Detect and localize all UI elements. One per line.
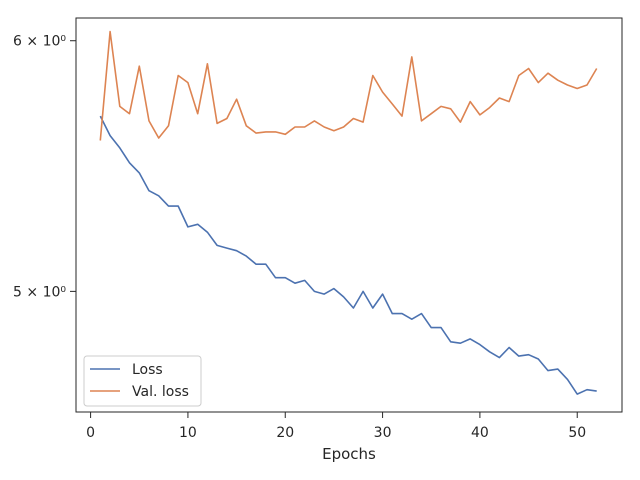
x-axis-label: Epochs [322,445,376,463]
y-axis-ticks: 5 × 10⁰ 6 × 10⁰ [13,34,76,300]
legend: Loss Val. loss [83,355,202,407]
x-tick-label: 20 [276,425,294,441]
x-tick-label: 50 [568,425,586,441]
plot-background [76,18,622,412]
legend-label: Val. loss [132,384,189,400]
plot-frame [75,17,623,413]
y-tick-label: 6 × 10⁰ [13,34,66,50]
series-lines [99,30,598,395]
y-tick-label: 5 × 10⁰ [13,284,66,300]
series-line-0 [99,115,597,395]
series-line-1 [99,30,598,141]
x-tick-label: 10 [179,425,197,441]
x-tick-label: 0 [86,425,95,441]
x-tick-label: 30 [374,425,392,441]
legend-label: Loss [132,362,163,378]
x-axis-ticks: 0 10 20 30 40 50 [86,412,586,441]
x-tick-label: 40 [471,425,489,441]
